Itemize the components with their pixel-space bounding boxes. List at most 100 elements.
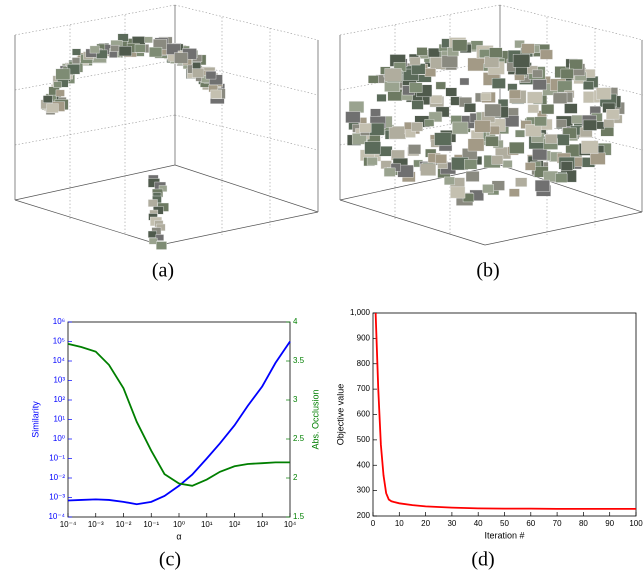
image-tile — [521, 43, 535, 54]
image-tile — [555, 173, 568, 183]
image-tile — [409, 56, 421, 66]
image-tile — [555, 119, 567, 128]
x-tick-label: 10⁻⁴ — [60, 520, 77, 529]
image-tile — [444, 176, 455, 186]
x-tick-label: 10⁻³ — [88, 520, 104, 529]
y-tick-label: 500 — [357, 435, 371, 444]
image-tile — [465, 171, 480, 182]
image-tile — [452, 121, 469, 135]
image-tile — [71, 57, 81, 64]
image-tile — [210, 89, 222, 99]
image-tile — [464, 159, 478, 170]
image-tile — [525, 162, 536, 171]
image-tile — [428, 47, 441, 58]
image-tile — [348, 101, 365, 114]
y2-tick-label: 2 — [293, 473, 298, 482]
image-tile — [509, 188, 520, 197]
image-tile — [424, 119, 435, 127]
image-tile — [562, 127, 577, 139]
image-tile — [46, 103, 59, 114]
image-tile — [482, 184, 494, 194]
image-tile — [53, 81, 62, 88]
image-tile — [552, 92, 568, 104]
image-tile — [583, 81, 595, 90]
x-tick-label: 0 — [371, 519, 376, 528]
image-tile — [408, 144, 422, 155]
caption: (d) — [471, 549, 494, 571]
image-tile — [445, 87, 457, 97]
image-tile — [467, 138, 485, 152]
image-tile — [147, 199, 158, 207]
y2-tick-label: 1.5 — [293, 512, 305, 521]
image-tile — [134, 44, 146, 53]
image-tile — [390, 163, 401, 172]
image-tile — [589, 152, 606, 165]
image-tile — [508, 89, 521, 99]
image-tile — [497, 98, 509, 108]
plot-frame — [372, 312, 637, 517]
image-tile — [403, 68, 419, 81]
image-tile — [55, 89, 65, 97]
image-tile — [147, 230, 157, 238]
image-tile — [509, 141, 525, 154]
image-tile — [192, 62, 202, 69]
image-tile — [581, 140, 599, 154]
x-tick-label: 60 — [526, 519, 535, 528]
y-tick-label: 10⁶ — [53, 317, 65, 326]
image-tile — [370, 108, 381, 117]
image-tile — [502, 160, 513, 168]
image-tile — [534, 179, 550, 192]
image-tile — [512, 54, 531, 68]
image-tile — [110, 44, 120, 52]
image-tile — [479, 49, 491, 58]
image-tile — [205, 71, 217, 80]
y-tick-label: 10³ — [53, 376, 65, 385]
image-tile — [72, 48, 81, 56]
image-tile — [379, 146, 393, 157]
image-tile — [515, 129, 525, 138]
x-tick-label: 10⁰ — [173, 520, 185, 529]
image-tile — [376, 93, 387, 102]
image-tile — [55, 68, 71, 81]
image-tile — [428, 111, 443, 123]
y-tick-label: 400 — [357, 460, 371, 469]
image-tile — [383, 167, 396, 177]
image-tile — [485, 136, 499, 147]
image-tile — [420, 163, 437, 176]
scatter-3d-b — [339, 4, 643, 246]
image-tile — [450, 186, 466, 199]
image-tile — [441, 55, 458, 68]
image-tile — [532, 69, 543, 78]
y-tick-label: 10⁻³ — [49, 493, 65, 502]
x-tick-label: 90 — [605, 519, 614, 528]
image-tile — [527, 104, 539, 114]
image-tile — [368, 75, 379, 84]
image-tile — [42, 95, 53, 103]
y-tick-label: 700 — [357, 384, 371, 393]
image-tile — [366, 156, 378, 166]
image-tile — [435, 154, 447, 164]
image-tile — [351, 133, 367, 145]
image-tile — [532, 79, 547, 91]
image-tile — [430, 94, 443, 104]
x-tick-label: 50 — [500, 519, 509, 528]
line-series — [374, 312, 636, 510]
y-tick-label: 800 — [357, 359, 371, 368]
image-tile — [484, 56, 500, 68]
image-tile — [464, 103, 476, 113]
x-tick-label: 10⁻² — [116, 520, 132, 529]
image-tile — [459, 77, 470, 86]
image-tile — [515, 177, 528, 187]
scatter-3d-a — [14, 4, 319, 250]
image-tile — [109, 51, 118, 58]
image-tile — [191, 68, 205, 78]
y-tick-label: 10⁻⁴ — [48, 512, 65, 521]
image-tile — [364, 141, 381, 155]
y-tick-label: 10⁴ — [53, 356, 66, 365]
image-tile — [560, 161, 573, 171]
image-tile — [525, 124, 542, 137]
image-tile — [155, 241, 167, 250]
y-tick-label: 600 — [357, 410, 371, 419]
line-series — [67, 342, 290, 487]
